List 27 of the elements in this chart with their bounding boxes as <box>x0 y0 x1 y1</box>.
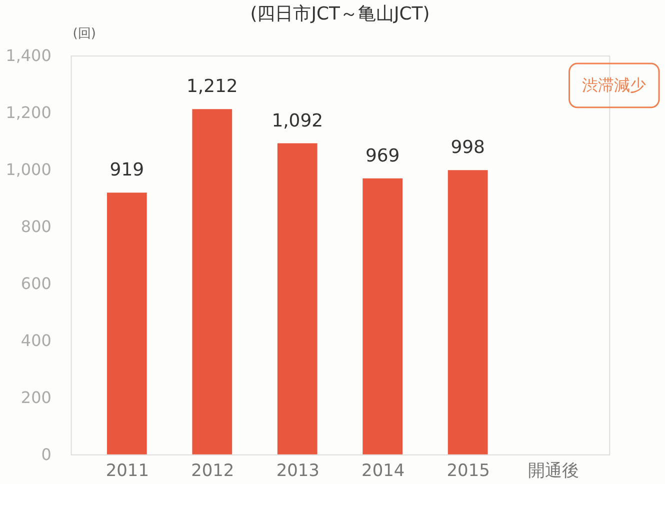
y-tick-label: 0 <box>41 444 52 464</box>
x-tick-label: 2014 <box>362 460 405 480</box>
annotation: 渋滞減少 <box>582 75 646 94</box>
bar <box>277 143 318 454</box>
x-tick-label: 2013 <box>276 460 320 480</box>
data-label: 1,212 <box>186 76 238 98</box>
data-label: 969 <box>365 145 400 166</box>
y-tick-label: 1,200 <box>6 103 52 122</box>
data-label: 919 <box>110 160 144 181</box>
y-axis-title: (回) <box>72 26 96 42</box>
y-tick-label: 1,400 <box>6 46 52 66</box>
y-tick-label: 800 <box>20 216 52 236</box>
x-tick-label: 2012 <box>191 460 234 480</box>
data-label: 998 <box>450 137 485 158</box>
bar <box>448 170 488 454</box>
x-tick-label: 開通後 <box>528 460 580 480</box>
y-tick-label: 600 <box>20 274 52 293</box>
y-tick-label: 200 <box>20 388 52 407</box>
y-tick-label: 1,000 <box>6 160 52 179</box>
x-tick-label: 2015 <box>446 460 490 480</box>
bar <box>106 192 147 454</box>
y-tick-label: 400 <box>20 330 52 350</box>
x-tick-label: 2011 <box>106 460 149 480</box>
bar <box>362 178 403 454</box>
chart-title: (四日市JCT～亀山JCT) <box>250 4 430 25</box>
data-label: 1,092 <box>272 110 324 132</box>
bar <box>192 109 232 454</box>
